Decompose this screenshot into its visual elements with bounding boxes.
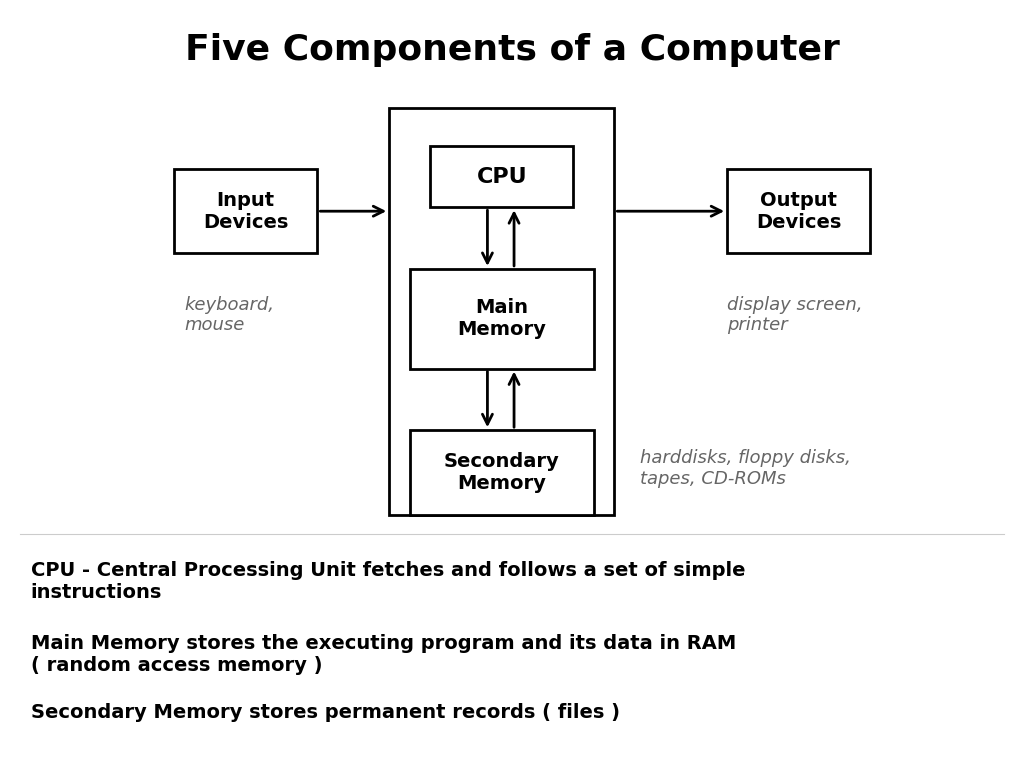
FancyBboxPatch shape xyxy=(727,169,870,253)
FancyBboxPatch shape xyxy=(174,169,317,253)
Text: Secondary
Memory: Secondary Memory xyxy=(443,452,560,493)
FancyBboxPatch shape xyxy=(389,108,614,515)
Text: CPU: CPU xyxy=(476,167,527,187)
Text: CPU - Central Processing Unit fetches and follows a set of simple
instructions: CPU - Central Processing Unit fetches an… xyxy=(31,561,745,601)
Text: Secondary Memory stores permanent records ( files ): Secondary Memory stores permanent record… xyxy=(31,703,620,722)
Text: Output
Devices: Output Devices xyxy=(756,190,842,232)
Text: Five Components of a Computer: Five Components of a Computer xyxy=(184,33,840,67)
Text: Main
Memory: Main Memory xyxy=(458,298,546,339)
Text: Main Memory stores the executing program and its data in RAM
( random access mem: Main Memory stores the executing program… xyxy=(31,634,736,674)
Text: display screen,
printer: display screen, printer xyxy=(727,296,862,335)
Text: harddisks, floppy disks,
tapes, CD-ROMs: harddisks, floppy disks, tapes, CD-ROMs xyxy=(640,449,851,488)
FancyBboxPatch shape xyxy=(410,269,594,369)
Text: Input
Devices: Input Devices xyxy=(203,190,289,232)
Text: keyboard,
mouse: keyboard, mouse xyxy=(184,296,274,335)
FancyBboxPatch shape xyxy=(430,146,573,207)
FancyBboxPatch shape xyxy=(410,430,594,515)
